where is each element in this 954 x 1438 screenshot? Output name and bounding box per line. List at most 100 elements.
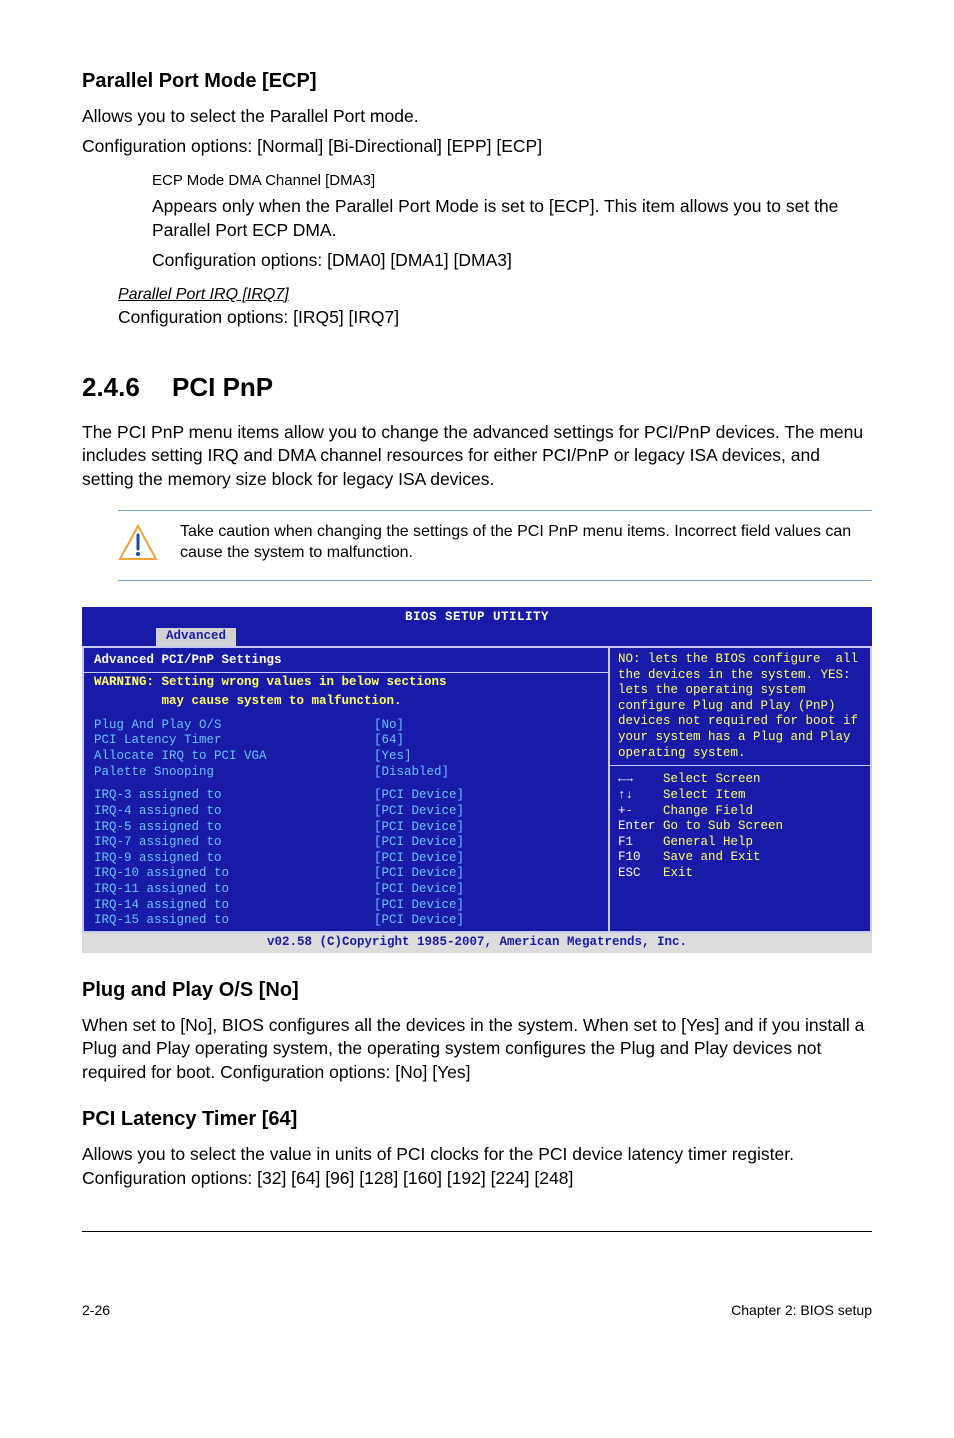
- bios-key-row: ESC Exit: [618, 866, 862, 882]
- bios-row: Allocate IRQ to PCI VGA[Yes]: [84, 749, 608, 765]
- bios-row-label: IRQ-14 assigned to: [94, 898, 374, 914]
- bios-key-row: Enter Go to Sub Screen: [618, 819, 862, 835]
- bios-key: +-: [618, 804, 663, 818]
- para-ppm-1: Allows you to select the Parallel Port m…: [82, 105, 872, 129]
- page-number: 2-26: [82, 1302, 110, 1318]
- bios-warning-1: WARNING: Setting wrong values in below s…: [84, 673, 608, 693]
- bios-panel-title: Advanced PCI/PnP Settings: [84, 650, 608, 672]
- chapter-label: Chapter 2: BIOS setup: [731, 1302, 872, 1318]
- bios-key: ←→: [618, 772, 663, 786]
- bios-key-label: General Help: [663, 835, 753, 849]
- bios-row-label: IRQ-11 assigned to: [94, 882, 374, 898]
- bios-row-value: [PCI Device]: [374, 913, 464, 929]
- bios-rows-irq: IRQ-3 assigned to[PCI Device]IRQ-4 assig…: [84, 788, 608, 929]
- bios-row: IRQ-15 assigned to[PCI Device]: [84, 913, 608, 929]
- caution-callout: Take caution when changing the settings …: [118, 510, 872, 581]
- bios-key-label: Select Item: [663, 788, 746, 802]
- bios-row-label: IRQ-5 assigned to: [94, 820, 374, 836]
- bios-row-value: [PCI Device]: [374, 820, 464, 836]
- bios-row: IRQ-14 assigned to[PCI Device]: [84, 898, 608, 914]
- bios-screenshot: BIOS SETUP UTILITY Advanced Advanced PCI…: [82, 607, 872, 953]
- heading-pci-pnp: 2.4.6PCI PnP: [82, 372, 872, 403]
- para-pci-pnp: The PCI PnP menu items allow you to chan…: [82, 421, 872, 492]
- bios-row-value: [PCI Device]: [374, 835, 464, 851]
- bios-key: ESC: [618, 866, 663, 880]
- para-ecp-1: Appears only when the Parallel Port Mode…: [152, 195, 872, 242]
- bios-row-value: [Yes]: [374, 749, 412, 765]
- bios-row-label: Plug And Play O/S: [94, 718, 374, 734]
- bios-row-value: [PCI Device]: [374, 804, 464, 820]
- bios-key-row: F10 Save and Exit: [618, 850, 862, 866]
- bios-row-label: IRQ-7 assigned to: [94, 835, 374, 851]
- bios-key-label: Save and Exit: [663, 850, 761, 864]
- heading-number: 2.4.6: [82, 372, 172, 403]
- heading-pci-latency: PCI Latency Timer [64]: [82, 1108, 872, 1131]
- footer-rule: [82, 1231, 872, 1232]
- bios-row-value: [PCI Device]: [374, 851, 464, 867]
- bios-row-value: [64]: [374, 733, 404, 749]
- bios-keys: ←→ Select Screen↑↓ Select Item+- Change …: [618, 772, 862, 881]
- bios-row: PCI Latency Timer[64]: [84, 733, 608, 749]
- heading-plug-and-play: Plug and Play O/S [No]: [82, 979, 872, 1002]
- bios-key: Enter: [618, 819, 663, 833]
- para-ecp-2: Configuration options: [DMA0] [DMA1] [DM…: [152, 249, 872, 273]
- para-ppm-2: Configuration options: [Normal] [Bi-Dire…: [82, 135, 872, 159]
- bios-right-sep: [610, 765, 870, 766]
- bios-row: IRQ-10 assigned to[PCI Device]: [84, 866, 608, 882]
- spacer: [84, 780, 608, 788]
- subsection-parallel-irq: Parallel Port IRQ [IRQ7] Configuration o…: [118, 286, 872, 330]
- bios-tab-advanced: Advanced: [156, 628, 236, 646]
- bios-right-panel: NO: lets the BIOS configure all the devi…: [609, 646, 872, 933]
- subhead-parallel-irq: Parallel Port IRQ [IRQ7]: [118, 286, 872, 304]
- bios-row-label: Palette Snooping: [94, 765, 374, 781]
- bios-tabbar: Advanced: [82, 628, 872, 646]
- bios-row: IRQ-5 assigned to[PCI Device]: [84, 820, 608, 836]
- bios-hint: NO: lets the BIOS configure all the devi…: [618, 652, 862, 761]
- bios-key: F1: [618, 835, 663, 849]
- bios-row: IRQ-4 assigned to[PCI Device]: [84, 804, 608, 820]
- bios-key-label: Select Screen: [663, 772, 761, 786]
- heading-parallel-port-mode: Parallel Port Mode [ECP]: [82, 70, 872, 93]
- para-parallel-irq: Configuration options: [IRQ5] [IRQ7]: [118, 306, 872, 330]
- bios-row-value: [PCI Device]: [374, 898, 464, 914]
- bios-left-panel: Advanced PCI/PnP Settings WARNING: Setti…: [82, 646, 609, 933]
- bios-title: BIOS SETUP UTILITY: [82, 607, 872, 629]
- subhead-ecp-dma: ECP Mode DMA Channel [DMA3]: [152, 172, 872, 189]
- bios-row-label: PCI Latency Timer: [94, 733, 374, 749]
- bios-row-value: [No]: [374, 718, 404, 734]
- bios-key-row: ←→ Select Screen: [618, 772, 862, 788]
- bios-row: IRQ-9 assigned to[PCI Device]: [84, 851, 608, 867]
- bios-warning-2: may cause system to malfunction.: [84, 692, 608, 712]
- page: Parallel Port Mode [ECP] Allows you to s…: [0, 0, 954, 1358]
- bios-row-value: [PCI Device]: [374, 866, 464, 882]
- bios-key-row: ↑↓ Select Item: [618, 788, 862, 804]
- bios-key: ↑↓: [618, 788, 663, 802]
- subsection-ecp-dma: ECP Mode DMA Channel [DMA3] Appears only…: [152, 172, 872, 272]
- bios-row-label: Allocate IRQ to PCI VGA: [94, 749, 374, 765]
- bios-key-label: Change Field: [663, 804, 753, 818]
- bios-row-label: IRQ-9 assigned to: [94, 851, 374, 867]
- bios-body: Advanced PCI/PnP Settings WARNING: Setti…: [82, 646, 872, 933]
- bios-row-value: [PCI Device]: [374, 788, 464, 804]
- bios-row: IRQ-7 assigned to[PCI Device]: [84, 835, 608, 851]
- bios-key: F10: [618, 850, 663, 864]
- bios-key-row: +- Change Field: [618, 804, 862, 820]
- bios-row-label: IRQ-4 assigned to: [94, 804, 374, 820]
- bios-row-value: [Disabled]: [374, 765, 449, 781]
- bios-row: IRQ-3 assigned to[PCI Device]: [84, 788, 608, 804]
- bios-row: Plug And Play O/S[No]: [84, 718, 608, 734]
- bios-row-label: IRQ-3 assigned to: [94, 788, 374, 804]
- caution-text: Take caution when changing the settings …: [180, 521, 872, 564]
- bios-row: IRQ-11 assigned to[PCI Device]: [84, 882, 608, 898]
- bios-footer: v02.58 (C)Copyright 1985-2007, American …: [82, 933, 872, 953]
- bios-row-value: [PCI Device]: [374, 882, 464, 898]
- para-pci-latency: Allows you to select the value in units …: [82, 1143, 872, 1190]
- bios-rows-top: Plug And Play O/S[No]PCI Latency Timer[6…: [84, 718, 608, 781]
- bios-row-label: IRQ-15 assigned to: [94, 913, 374, 929]
- bios-key-label: Exit: [663, 866, 693, 880]
- para-plug-and-play: When set to [No], BIOS configures all th…: [82, 1014, 872, 1085]
- heading-title: PCI PnP: [172, 372, 273, 402]
- bios-key-row: F1 General Help: [618, 835, 862, 851]
- bios-row-label: IRQ-10 assigned to: [94, 866, 374, 882]
- bios-row: Palette Snooping[Disabled]: [84, 765, 608, 781]
